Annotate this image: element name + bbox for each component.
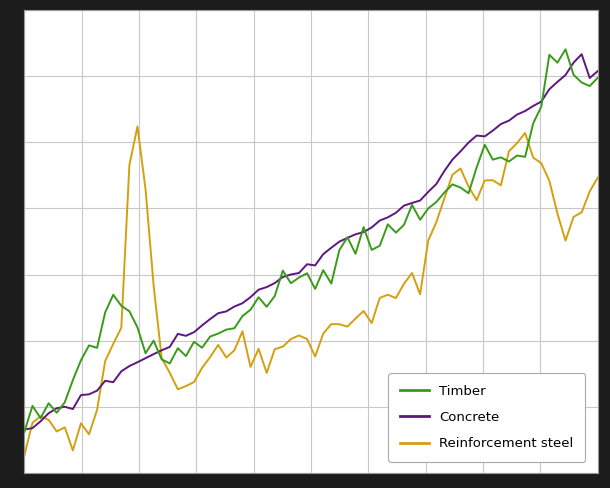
- Legend: Timber, Concrete, Reinforcement steel: Timber, Concrete, Reinforcement steel: [388, 373, 586, 462]
